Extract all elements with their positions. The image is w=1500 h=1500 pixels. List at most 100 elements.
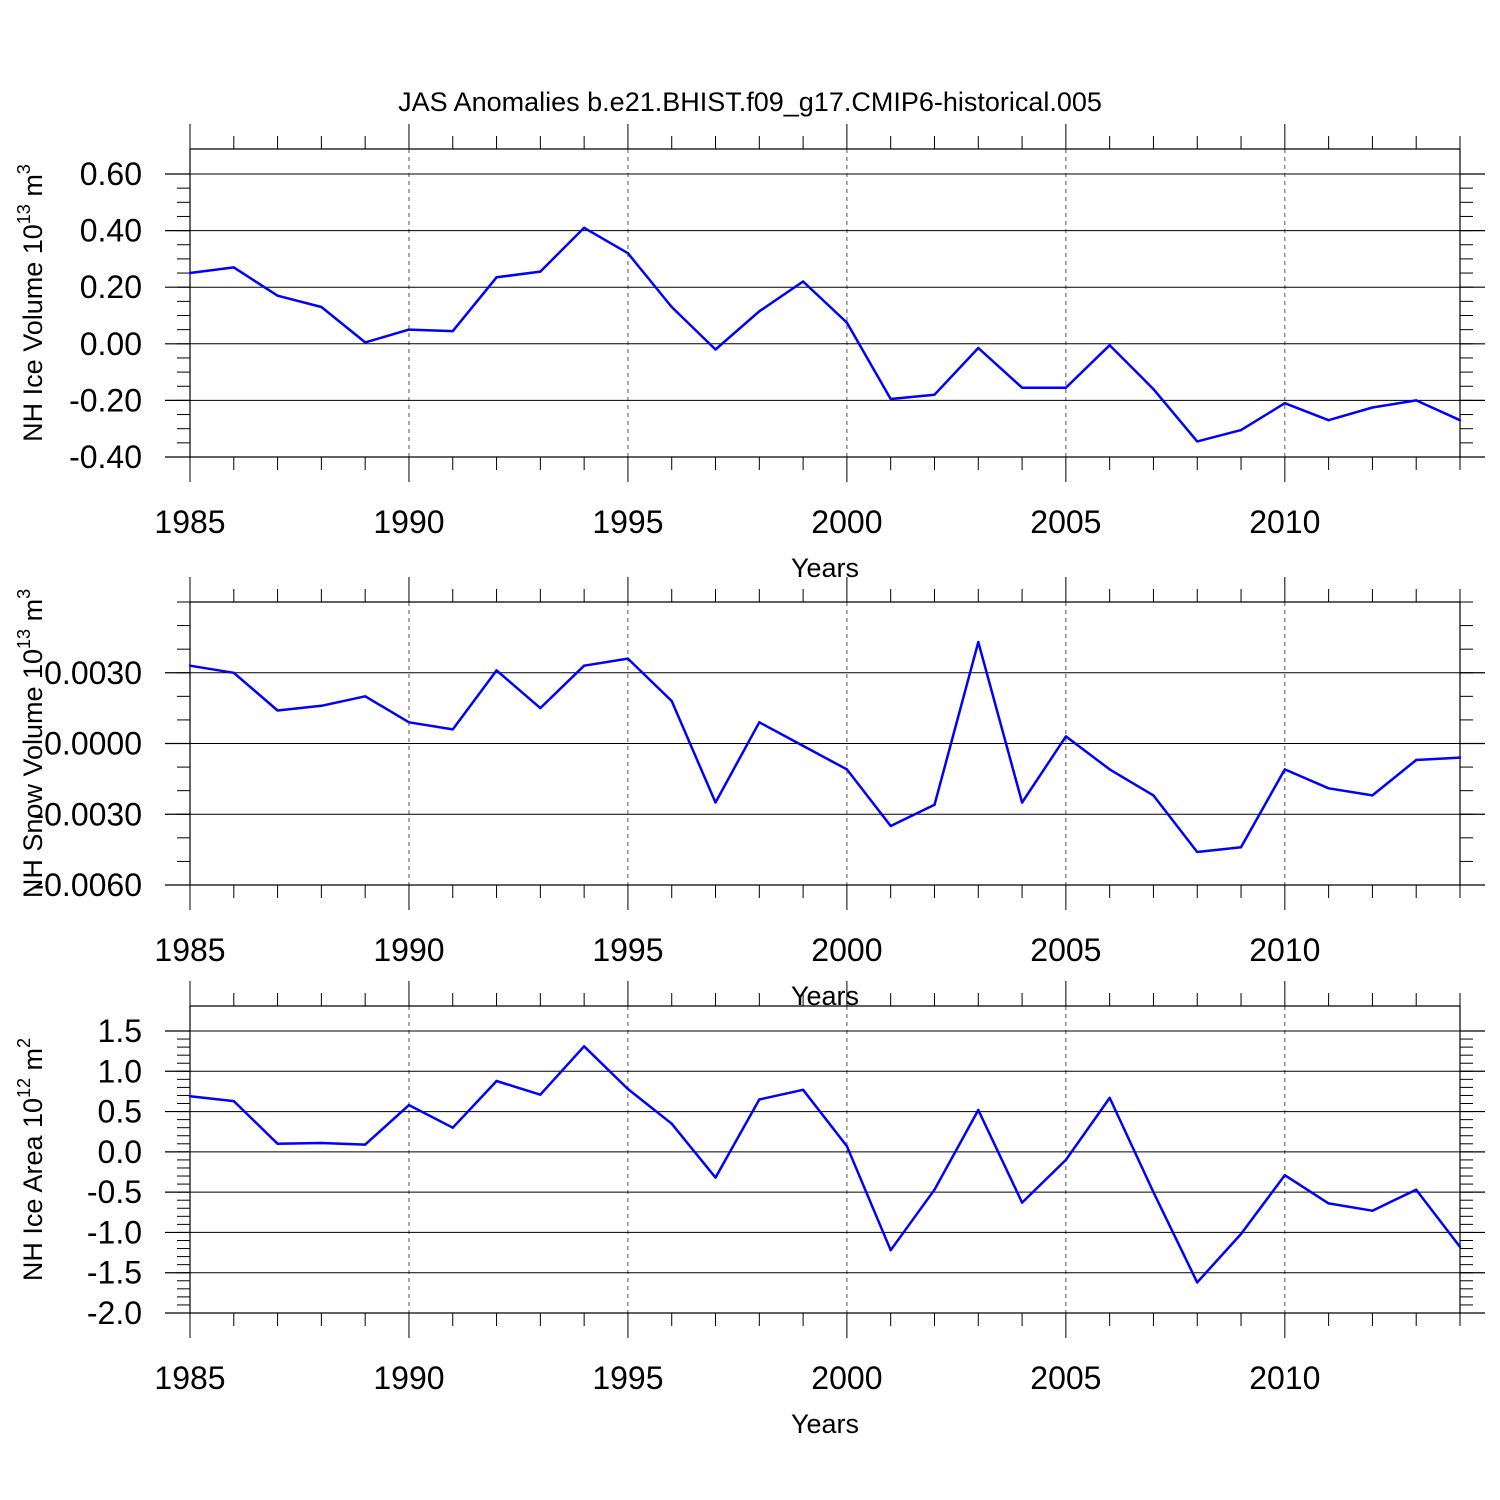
data-point — [1458, 1245, 1462, 1249]
data-point — [407, 721, 411, 724]
series-line — [189, 1045, 1461, 1284]
data-point — [1327, 419, 1330, 422]
data-point — [626, 1087, 630, 1091]
data-point — [1152, 794, 1155, 797]
data-point — [1371, 406, 1374, 409]
data-point — [495, 669, 498, 672]
data-point — [670, 1122, 673, 1125]
data-point — [232, 671, 235, 674]
data-point — [1415, 399, 1418, 402]
data-point — [188, 1095, 192, 1098]
data-point — [1371, 794, 1374, 797]
y-tick-label: 1.0 — [98, 1053, 142, 1089]
data-point — [495, 276, 498, 279]
x-tick-label: 2000 — [811, 504, 882, 540]
y-tick-label: -2.0 — [87, 1295, 142, 1331]
data-point — [1020, 1201, 1024, 1204]
data-point — [1064, 735, 1068, 738]
y-tick-label: -1.5 — [87, 1255, 142, 1291]
data-point — [451, 329, 454, 333]
data-point — [714, 348, 717, 351]
figure-title: JAS Anomalies b.e21.BHIST.f09_g17.CMIP6-… — [398, 87, 1102, 117]
data-point — [1283, 1174, 1287, 1177]
data-point — [451, 728, 454, 731]
data-point — [1108, 768, 1111, 771]
chart-panel-2: -0.0060 -0.0030 0.0000 0.0030 1985 1990 1995 20… — [14, 577, 1485, 1011]
y-tick-label: 0.0000 — [44, 726, 142, 762]
data-point — [1327, 787, 1330, 790]
data-point — [889, 824, 892, 828]
x-tick-label: 2005 — [1030, 1360, 1101, 1396]
data-point — [801, 280, 805, 283]
data-point — [320, 305, 323, 309]
y-tick-label: -0.20 — [69, 382, 142, 418]
data-point — [626, 252, 630, 255]
data-point — [232, 266, 235, 269]
y-axis-label: NH Snow Volume 1013 m3 — [14, 589, 48, 898]
x-tick-label: 2000 — [811, 932, 882, 968]
data-point — [363, 695, 367, 698]
y-axis-label: NH Ice Area 1012 m2 — [14, 1038, 48, 1281]
x-tick-label: 2010 — [1249, 932, 1320, 968]
chart-panel-1: -0.40 -0.20 0.00 0.20 0.40 0.60 1985 1990 1995 20… — [14, 124, 1485, 583]
data-point — [1415, 758, 1418, 762]
data-point — [276, 1142, 279, 1146]
y-tick-label: -0.0060 — [33, 867, 142, 903]
x-tick-label: 1995 — [592, 1360, 663, 1396]
data-point — [1458, 419, 1462, 422]
y-tick-label: -1.0 — [87, 1214, 142, 1250]
x-tick-label: 2010 — [1249, 504, 1320, 540]
data-point — [1064, 386, 1068, 389]
series-line — [189, 226, 1461, 443]
y-tick-label: 0.00 — [80, 326, 142, 362]
data-point — [977, 640, 980, 644]
y-tick-label: -0.40 — [69, 439, 142, 475]
data-point — [276, 294, 279, 297]
x-tick-label: 2010 — [1249, 1360, 1320, 1396]
y-tick-label: -0.5 — [87, 1174, 142, 1210]
x-tick-label: 1990 — [373, 932, 444, 968]
x-axis-label: Years — [791, 1409, 859, 1439]
data-point — [539, 270, 542, 273]
data-point — [1196, 1281, 1199, 1284]
data-point — [407, 1103, 411, 1107]
x-tick-label: 1995 — [592, 932, 663, 968]
data-point — [539, 1093, 542, 1096]
data-point — [845, 321, 849, 324]
data-point — [1020, 386, 1024, 389]
y-tick-label: 1.5 — [98, 1013, 142, 1049]
data-point — [933, 1188, 936, 1191]
x-tick-label: 2005 — [1030, 932, 1101, 968]
data-point — [1371, 1209, 1374, 1212]
data-point — [933, 393, 936, 396]
data-point — [1239, 428, 1243, 432]
x-tick-label: 1985 — [154, 932, 225, 968]
series-line — [189, 640, 1461, 854]
data-point — [1283, 768, 1287, 771]
y-tick-label: 0.0030 — [44, 655, 142, 691]
data-point — [1020, 801, 1024, 804]
data-point — [582, 226, 586, 229]
data-point — [232, 1099, 235, 1103]
data-point — [845, 768, 849, 771]
y-tick-label: 0.40 — [80, 213, 142, 249]
data-point — [801, 744, 805, 748]
data-point — [320, 1141, 323, 1145]
data-point — [451, 1126, 454, 1129]
x-axis-label: Years — [791, 553, 859, 583]
data-point — [626, 657, 630, 660]
y-tick-label: 0.5 — [98, 1094, 142, 1130]
data-point — [582, 1045, 586, 1048]
data-point — [1239, 846, 1243, 849]
data-point — [582, 664, 586, 667]
x-tick-label: 1995 — [592, 504, 663, 540]
data-point — [801, 1088, 805, 1092]
data-point — [670, 699, 673, 703]
chart-panel-3: -2.0 -1.5 -1.0 -0.5 0.0 0.5 1.0 1.5 1985 1990 1995… — [14, 981, 1485, 1439]
data-point — [1152, 1190, 1155, 1194]
data-point — [1196, 850, 1199, 854]
data-point — [1415, 1188, 1418, 1191]
data-point — [714, 801, 717, 804]
data-point — [1152, 387, 1155, 391]
data-point — [977, 346, 980, 350]
